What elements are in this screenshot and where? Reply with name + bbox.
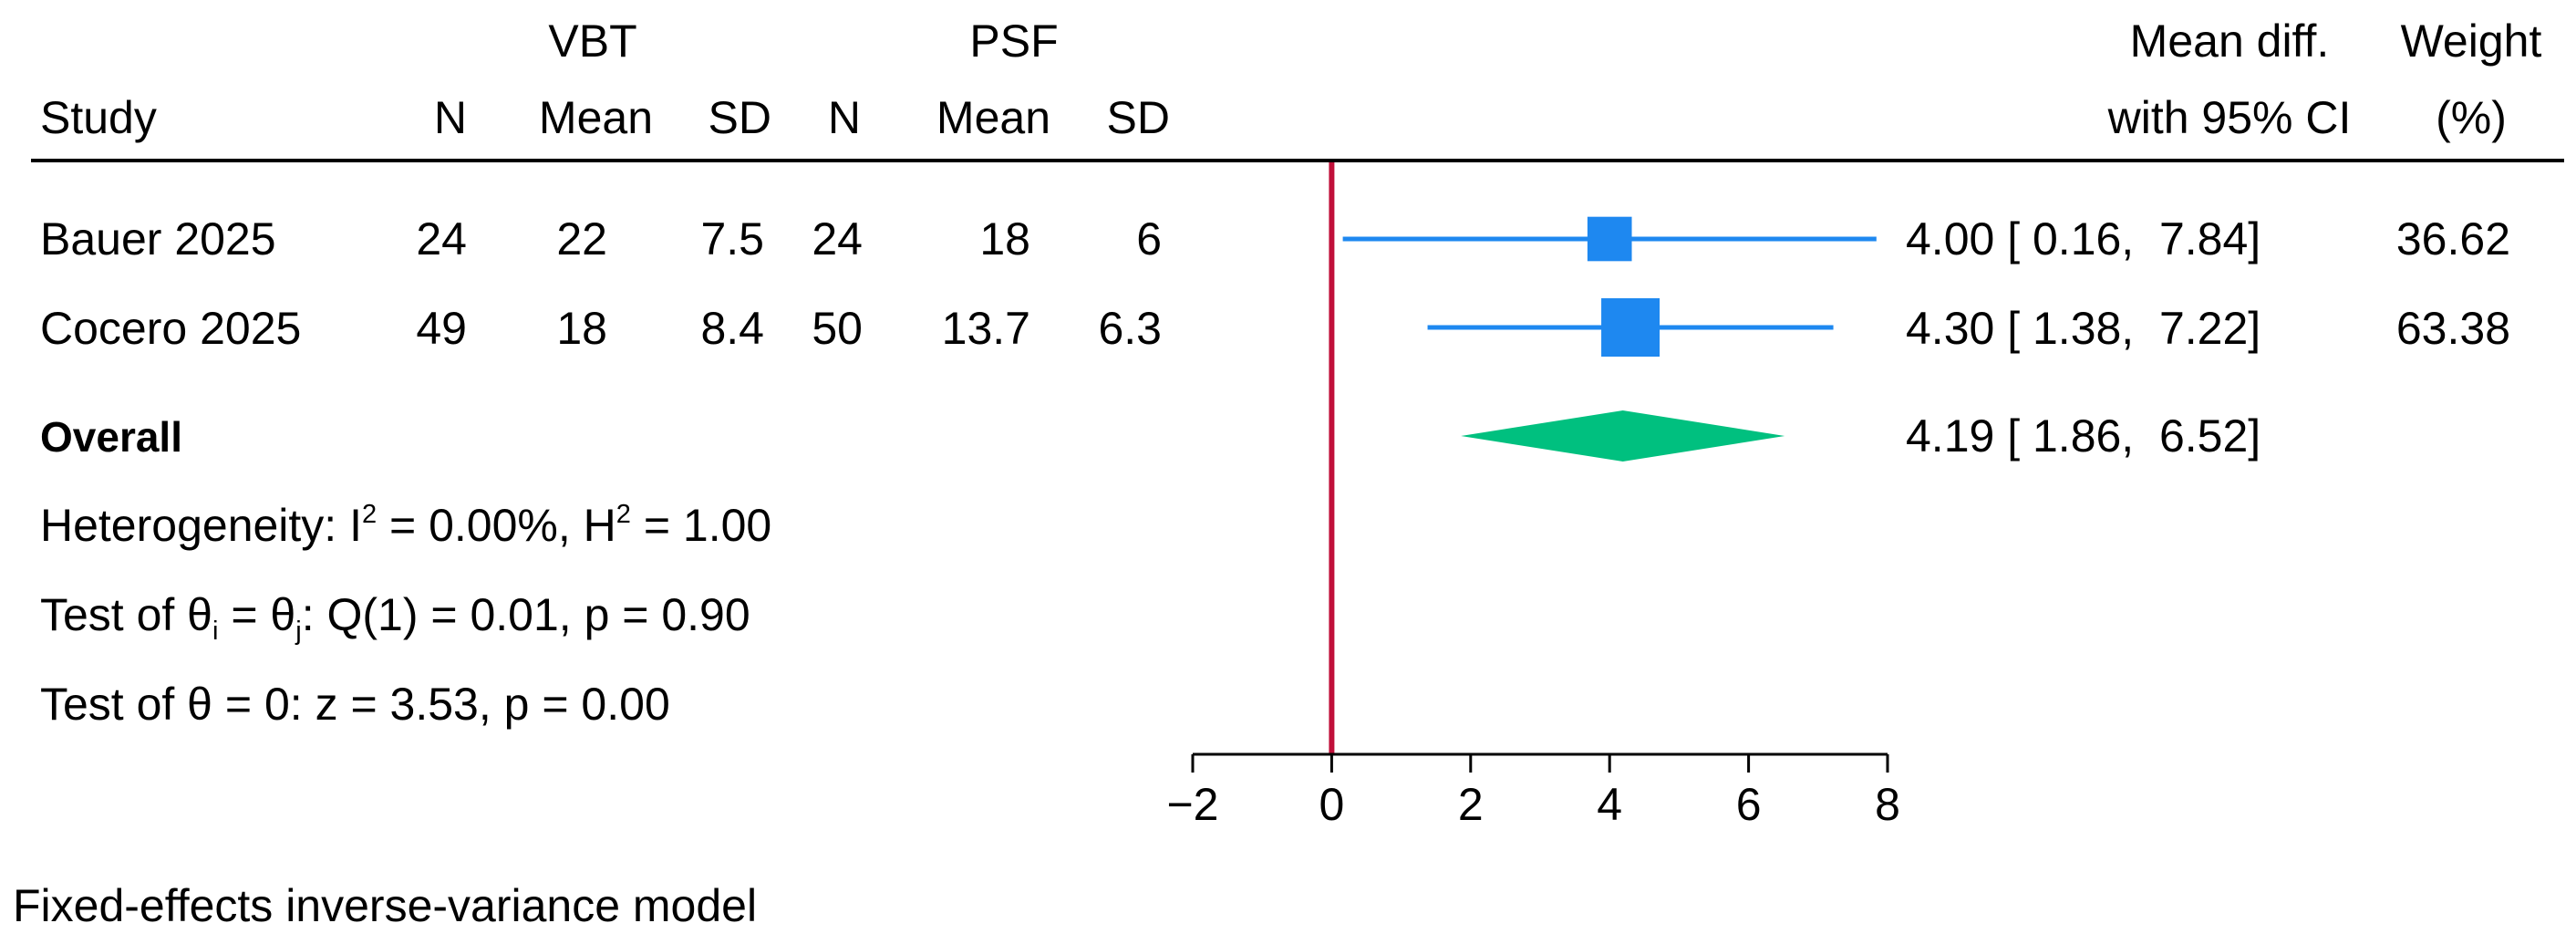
study-ci-text: 4.30 [ 1.38, 7.22] xyxy=(1906,303,2260,354)
mean-diff-header-line2: with 95% CI xyxy=(2107,92,2352,143)
study-weight: 36.62 xyxy=(2396,213,2510,265)
q-test-line: Test of θi = θj: Q(1) = 0.01, p = 0.90 xyxy=(40,589,750,646)
overall-label: Overall xyxy=(40,413,182,461)
overall-diamond xyxy=(1461,410,1785,462)
vbt-sd: 7.5 xyxy=(700,213,764,265)
psf-mean: 13.7 xyxy=(942,303,1030,354)
vbt-sd-header: SD xyxy=(709,92,771,143)
vbt-mean: 18 xyxy=(556,303,607,354)
weight-header-line1: Weight xyxy=(2401,16,2542,67)
x-axis-tick-label: 6 xyxy=(1736,779,1762,830)
psf-mean-header: Mean xyxy=(936,92,1050,143)
psf-n: 24 xyxy=(812,213,863,265)
vbt-mean: 22 xyxy=(556,213,607,265)
study-name: Bauer 2025 xyxy=(40,213,276,265)
psf-sd: 6 xyxy=(1136,213,1162,265)
x-axis-tick-label: 4 xyxy=(1597,779,1622,830)
psf-group-header: PSF xyxy=(969,16,1058,67)
heterogeneity-line: Heterogeneity: I2 = 0.00%, H2 = 1.00 xyxy=(40,500,771,551)
psf-sd-header: SD xyxy=(1107,92,1170,143)
study-estimate-marker xyxy=(1587,216,1632,262)
psf-sd: 6.3 xyxy=(1098,303,1162,354)
weight-header-line2: (%) xyxy=(2436,92,2507,143)
vbt-group-header: VBT xyxy=(548,16,636,67)
vbt-n: 49 xyxy=(416,303,467,354)
x-axis-tick-label: 0 xyxy=(1319,779,1344,830)
study-estimate-marker xyxy=(1601,298,1660,357)
z-test-line: Test of θ = 0: z = 3.53, p = 0.00 xyxy=(40,679,670,730)
vbt-mean-header: Mean xyxy=(539,92,653,143)
vbt-n-header: N xyxy=(434,92,467,143)
psf-n: 50 xyxy=(812,303,863,354)
vbt-sd: 8.4 xyxy=(700,303,764,354)
overall-ci-text: 4.19 [ 1.86, 6.52] xyxy=(1906,410,2260,462)
psf-mean: 18 xyxy=(979,213,1030,265)
x-axis-tick-label: 2 xyxy=(1458,779,1484,830)
model-footnote: Fixed-effects inverse-variance model xyxy=(13,880,757,931)
psf-n-header: N xyxy=(828,92,861,143)
x-axis-tick-label: 8 xyxy=(1875,779,1900,830)
study-header: Study xyxy=(40,92,157,143)
mean-diff-header-line1: Mean diff. xyxy=(2130,16,2330,67)
vbt-n: 24 xyxy=(416,213,467,265)
x-axis-tick-label: −2 xyxy=(1166,779,1218,830)
study-weight: 63.38 xyxy=(2396,303,2510,354)
study-ci-text: 4.00 [ 0.16, 7.84] xyxy=(1906,213,2260,265)
study-name: Cocero 2025 xyxy=(40,303,301,354)
forest-chart-area: −2 0 2 4 6 8 xyxy=(1166,162,1900,830)
